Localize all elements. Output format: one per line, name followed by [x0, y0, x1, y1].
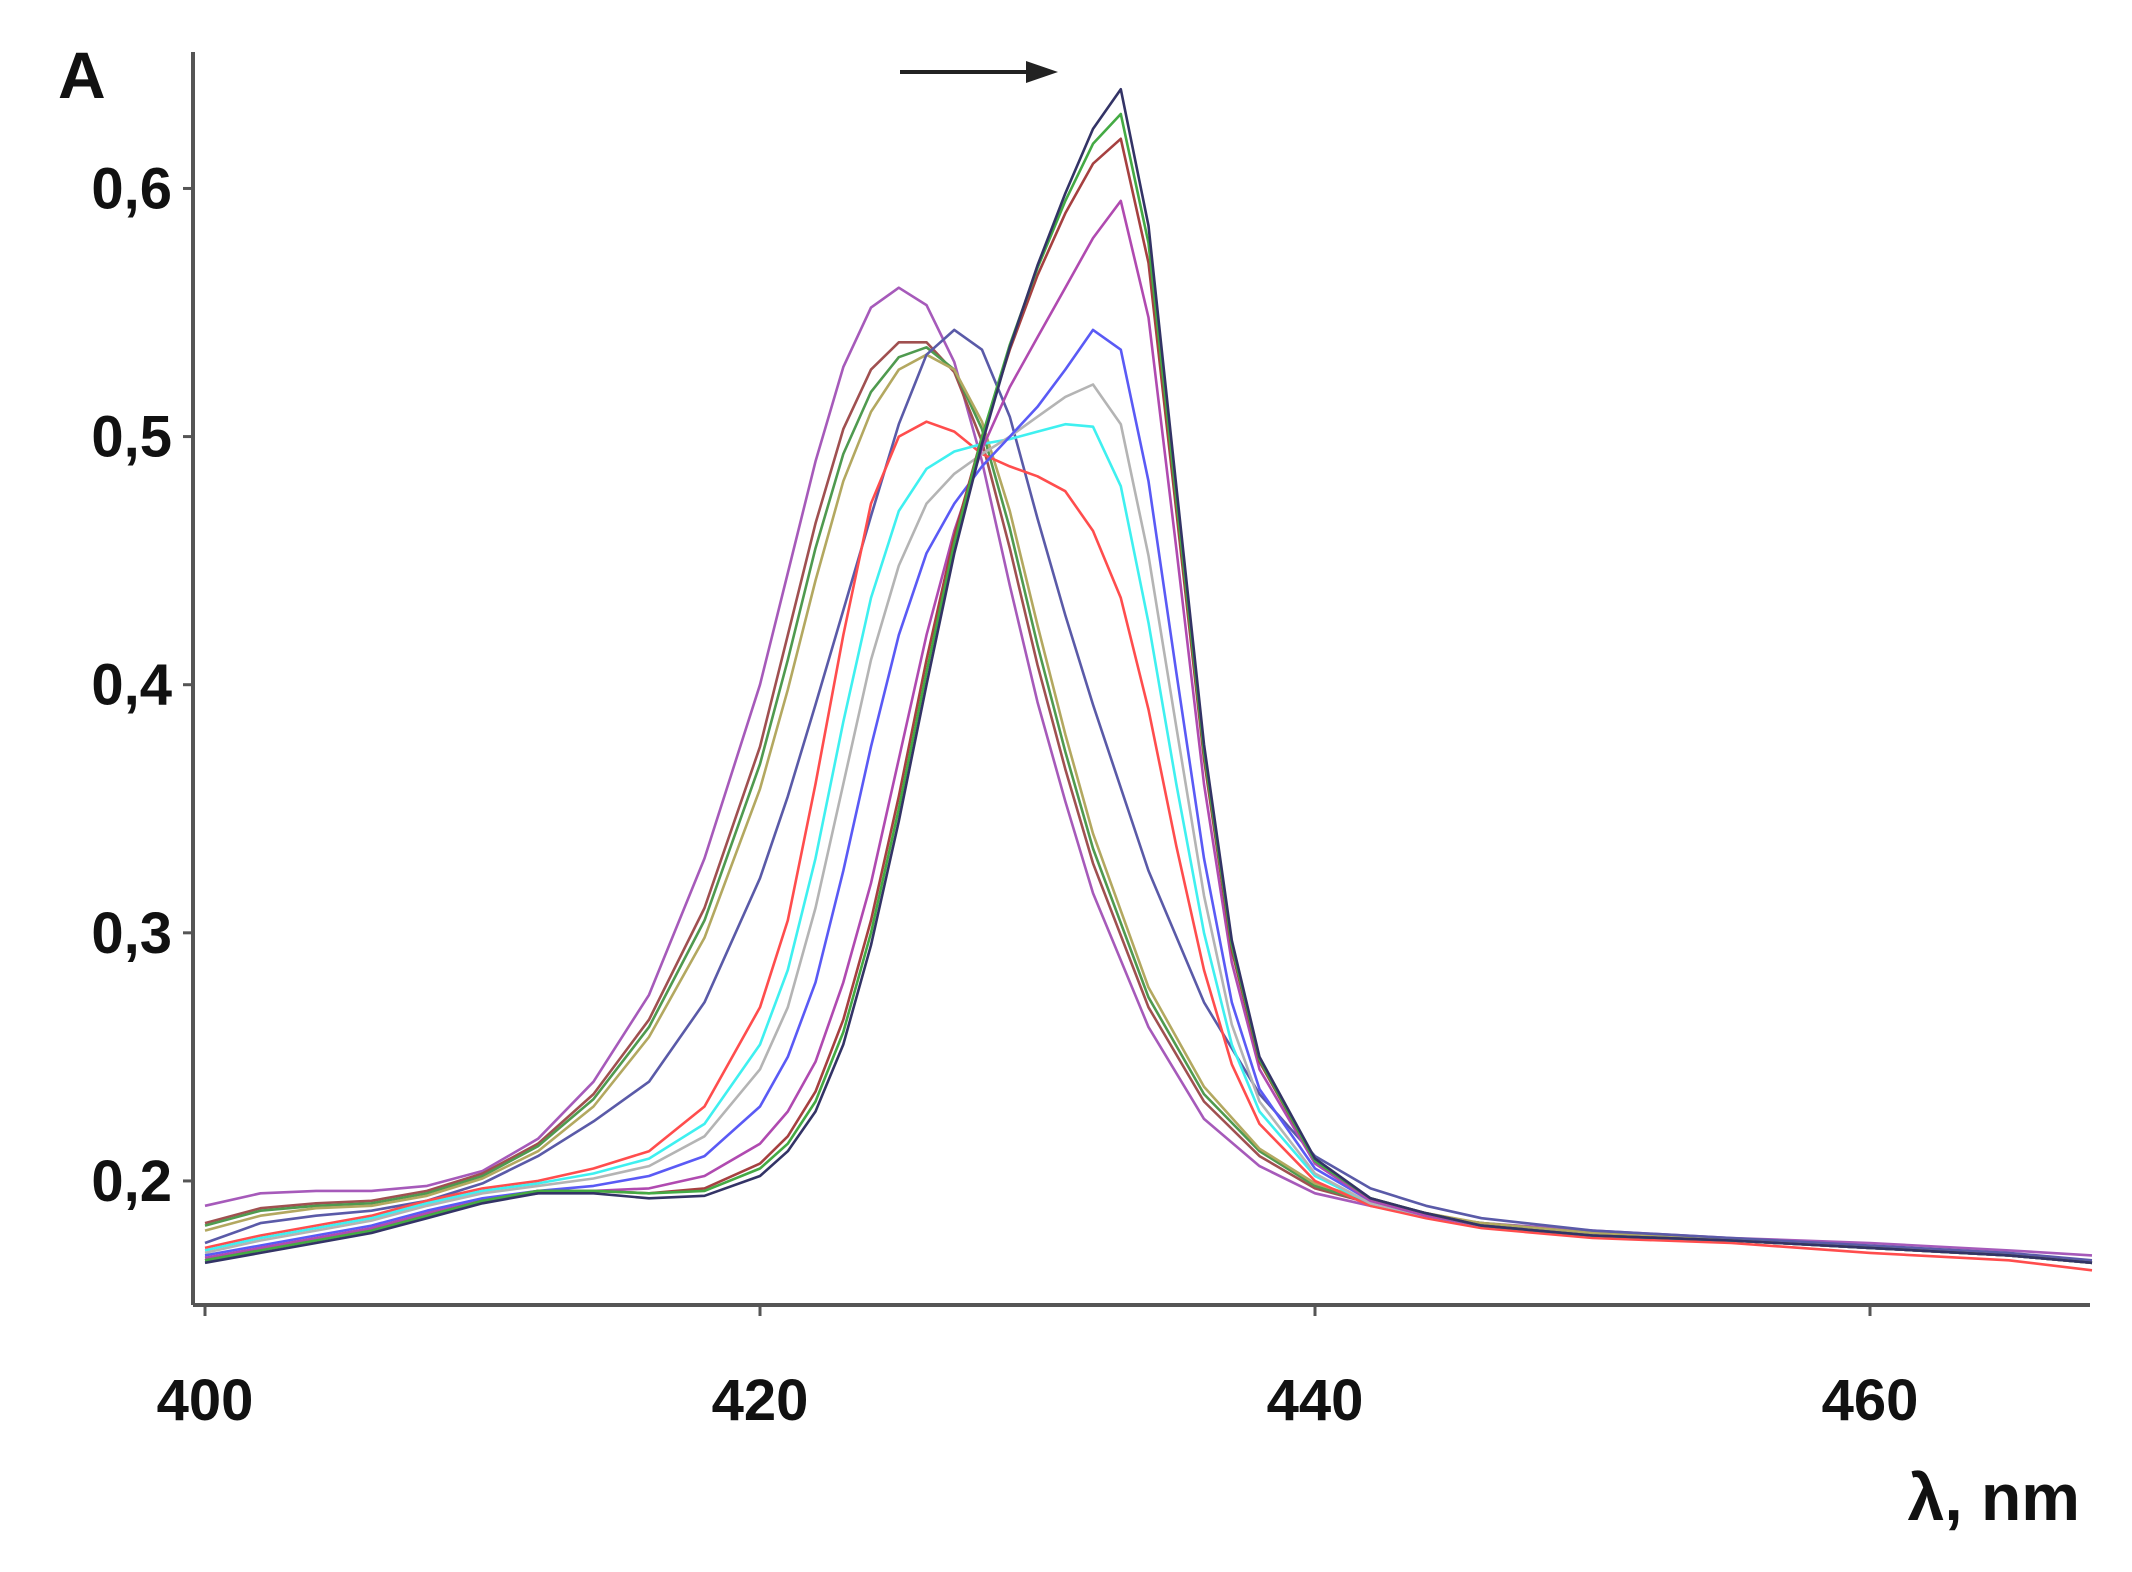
y-tick-label: 0,4 [91, 653, 172, 718]
x-tick-label: 440 [1267, 1368, 1364, 1433]
series-line-9 [204, 328, 2093, 1265]
series-line-13 [204, 87, 2093, 1265]
series-line-1 [204, 286, 2093, 1257]
x-tick-label: 420 [712, 1368, 809, 1433]
y-axis-title: A [58, 38, 106, 112]
x-axis-title: λ, nm [1908, 1460, 2080, 1534]
x-ticks: 400 420 440 460 [157, 1305, 1919, 1433]
series-line-6 [204, 420, 2093, 1272]
series-line-11 [204, 137, 2093, 1265]
x-tick-label: 460 [1822, 1368, 1919, 1433]
y-tick-label: 0,3 [91, 901, 172, 966]
x-tick-label: 400 [157, 1368, 254, 1433]
plot-area [204, 87, 2093, 1272]
series-line-10 [204, 199, 2093, 1265]
series-line-5 [204, 328, 2093, 1262]
series-line-8 [204, 383, 2093, 1265]
series-line-12 [204, 112, 2093, 1265]
y-ticks: 0,2 0,3 0,4 0,5 0,6 [91, 156, 193, 1214]
y-tick-label: 0,5 [91, 405, 172, 470]
shift-arrow-head [1026, 61, 1058, 83]
shift-arrow [900, 61, 1058, 83]
y-tick-label: 0,6 [91, 156, 172, 221]
y-tick-label: 0,2 [91, 1149, 172, 1214]
series-line-4 [204, 353, 2093, 1265]
